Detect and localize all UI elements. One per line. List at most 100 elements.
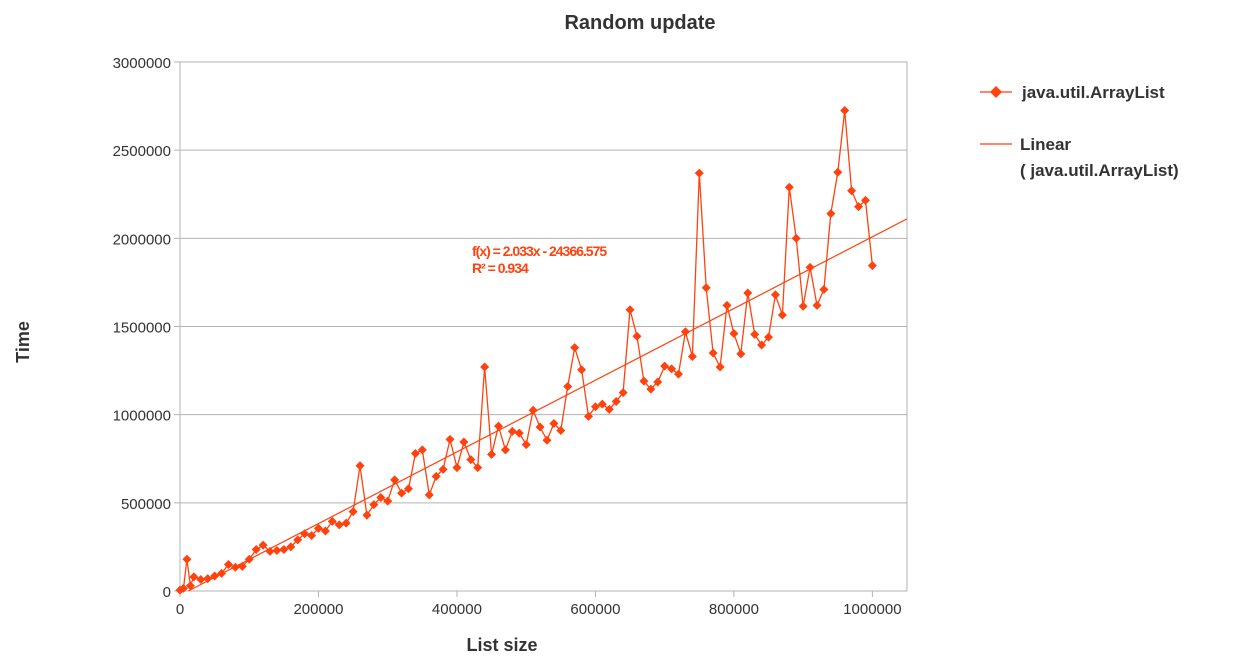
data-point [178, 583, 188, 593]
data-point [293, 535, 303, 545]
data-point [237, 561, 247, 571]
data-point [327, 516, 337, 526]
data-point [424, 490, 434, 500]
data-point [646, 384, 656, 394]
data-point [272, 545, 282, 555]
data-point [798, 301, 808, 311]
data-point [244, 554, 254, 564]
data-point [230, 562, 240, 572]
data-point [466, 455, 476, 465]
y-tick-label: 1500000 [113, 320, 171, 337]
data-point [556, 426, 566, 436]
data-point [854, 202, 864, 212]
legend: java.util.ArrayList Linear ( java.util.A… [980, 83, 1179, 180]
data-point [833, 167, 843, 177]
data-point [410, 448, 420, 458]
data-point [625, 305, 635, 315]
data-point [812, 300, 822, 310]
data-point [210, 571, 220, 581]
x-axis: 0 200000 400000 600000 800000 1000000 [176, 591, 902, 618]
data-point [348, 507, 358, 517]
data-point [480, 362, 490, 372]
data-point [819, 284, 829, 294]
data-point [639, 376, 649, 386]
data-point [750, 329, 760, 339]
trendline-r-squared: R² = 0.934 [472, 260, 529, 276]
data-point [473, 463, 483, 473]
data-point [320, 526, 330, 536]
data-point [185, 581, 195, 591]
data-point [549, 418, 559, 428]
data-point [397, 488, 407, 498]
data-point [362, 510, 372, 520]
data-point [736, 349, 746, 359]
series-line [179, 110, 874, 591]
y-tick-label: 3000000 [113, 55, 171, 72]
data-point [355, 461, 365, 471]
x-tick-label: 800000 [709, 601, 759, 618]
legend-series-label: java.util.ArrayList [1021, 83, 1165, 102]
data-point [334, 520, 344, 530]
x-tick-label: 600000 [570, 601, 620, 618]
data-point [667, 364, 677, 374]
legend-trendline-label-1: Linear [1020, 135, 1071, 154]
data-point [403, 484, 413, 494]
data-point [777, 310, 787, 320]
data-point [701, 283, 711, 293]
data-point [369, 500, 379, 510]
data-point [452, 463, 462, 473]
data-point [715, 362, 725, 372]
x-tick-label: 400000 [432, 601, 482, 618]
data-point [189, 572, 199, 582]
data-point [300, 529, 310, 539]
data-point [258, 540, 268, 550]
data-point [182, 554, 192, 564]
data-point [251, 545, 261, 555]
data-point [203, 574, 213, 584]
data-point [743, 288, 753, 298]
trendline-equation: f(x) = 2.033x - 24366.575 [472, 243, 607, 259]
data-point [563, 381, 573, 391]
data-point [847, 186, 857, 196]
series-markers [175, 105, 877, 595]
data-point [632, 331, 642, 341]
data-point [417, 445, 427, 455]
trendline [188, 218, 908, 592]
data-point [590, 402, 600, 412]
data-point [653, 377, 663, 387]
data-point [438, 464, 448, 474]
data-point [521, 440, 531, 450]
data-point [514, 428, 524, 438]
data-point [431, 471, 441, 481]
data-point [722, 300, 732, 310]
data-point [597, 399, 607, 409]
y-tick-label: 0 [163, 584, 171, 601]
y-tick-label: 2500000 [113, 143, 171, 160]
y-axis: 0 500000 1000000 1500000 2000000 2500000 30000… [113, 55, 180, 601]
data-point [390, 475, 400, 485]
data-point [535, 422, 545, 432]
data-point [493, 421, 503, 431]
x-tick-label: 200000 [293, 601, 343, 618]
data-point [341, 518, 351, 528]
y-axis-title: Time [13, 321, 33, 363]
gridlines [180, 61, 907, 592]
data-point [196, 575, 206, 585]
data-point [680, 327, 690, 337]
y-tick-label: 1000000 [113, 408, 171, 425]
data-point [223, 560, 233, 570]
data-point [459, 437, 469, 447]
legend-trendline-label-2: ( java.util.ArrayList) [1020, 161, 1179, 180]
data-point [313, 523, 323, 533]
data-point [279, 545, 289, 555]
data-point [791, 233, 801, 243]
y-tick-label: 2000000 [113, 231, 171, 248]
data-point [542, 435, 552, 445]
data-point [770, 290, 780, 300]
data-point [265, 546, 275, 556]
legend-diamond-icon [990, 86, 1002, 98]
data-point [660, 361, 670, 371]
data-point [694, 168, 704, 178]
data-point [383, 496, 393, 506]
data-point [687, 351, 697, 361]
